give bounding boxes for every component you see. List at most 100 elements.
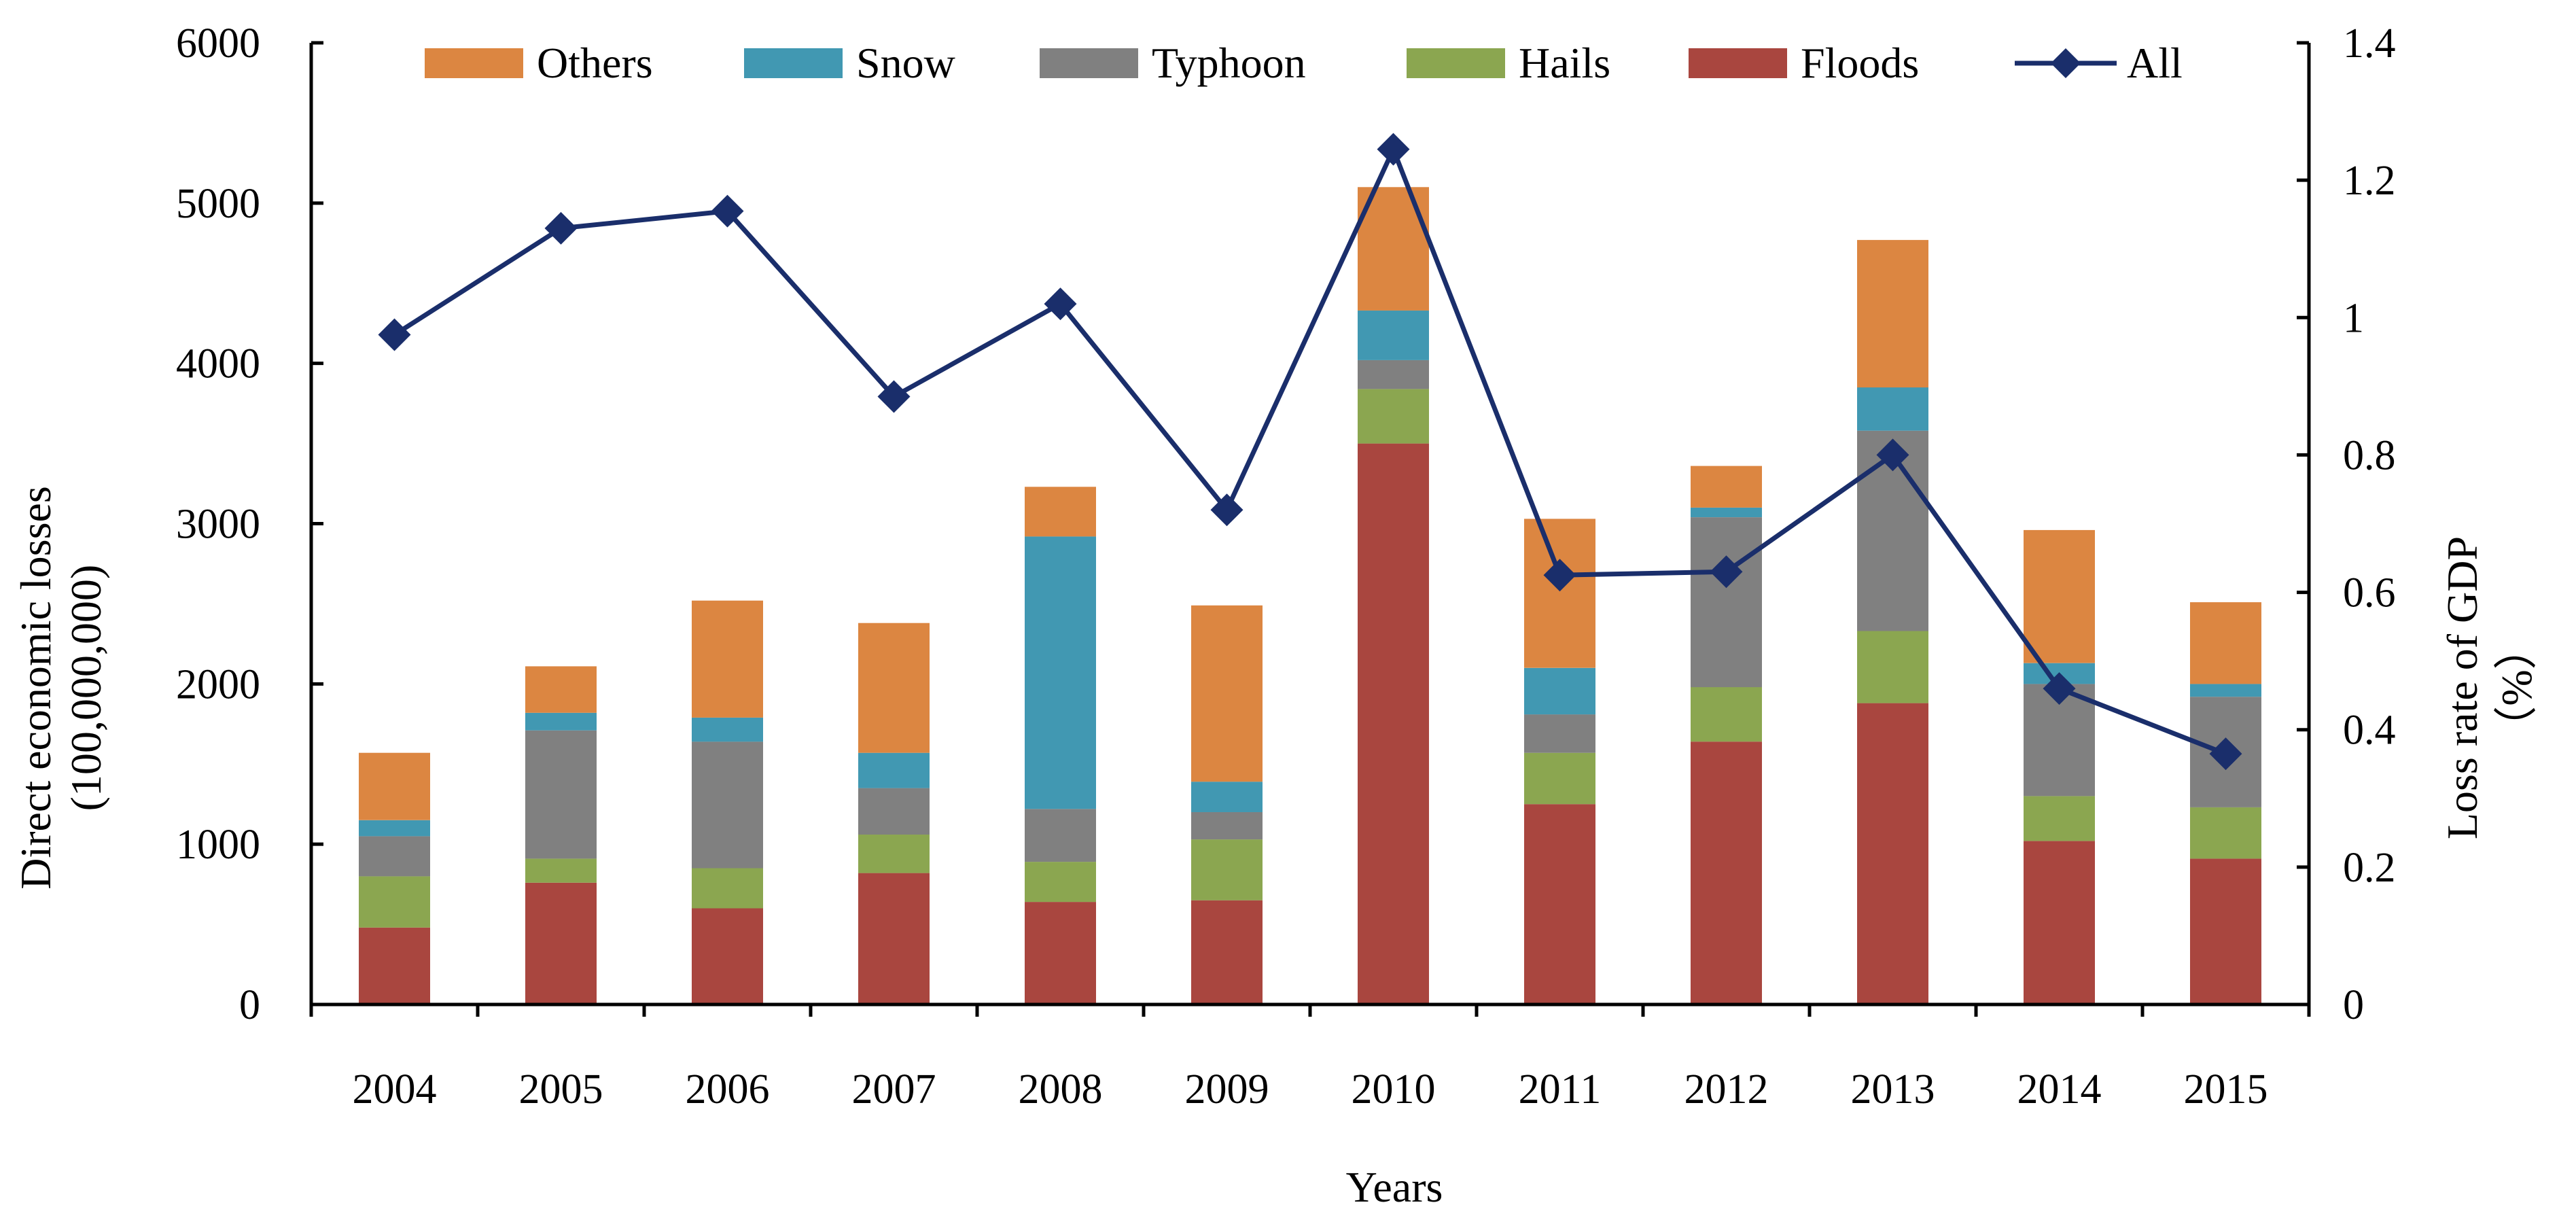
bar-others-2004	[359, 752, 430, 820]
y2-tick-label-0-8: 0.8	[2343, 432, 2396, 478]
marker-all-2007	[877, 380, 911, 413]
bar-others-2008	[1025, 487, 1096, 537]
legend-swatch-typhoon	[1040, 48, 1138, 78]
bar-floods-2010	[1358, 443, 1429, 1004]
x-tick-label-2007: 2007	[852, 1066, 936, 1113]
bar-hails-2012	[1691, 687, 1762, 742]
marker-all-2006	[711, 194, 744, 228]
y2-axis-title-line-1: Loss rate of GDP	[2438, 536, 2486, 839]
y2-tick-label-1-2: 1.2	[2343, 158, 2396, 204]
bar-floods-2013	[1857, 703, 1928, 1004]
marker-all-2014	[2043, 672, 2076, 705]
bar-others-2012	[1691, 466, 1762, 508]
y-tick-label-3000: 3000	[176, 502, 260, 548]
x-tick-label-2006: 2006	[686, 1066, 770, 1113]
y2-tick-label-0-2: 0.2	[2343, 845, 2396, 891]
bar-others-2011	[1524, 519, 1595, 668]
legend-label-others: Others	[537, 39, 653, 87]
bar-typhoon-2011	[1524, 714, 1595, 753]
bar-snow-2004	[359, 820, 430, 837]
bar-floods-2012	[1691, 741, 1762, 1004]
legend-swatch-others	[425, 48, 523, 78]
marker-all-2005	[544, 211, 578, 245]
marker-all-2010	[1377, 133, 1410, 166]
marker-all-2011	[1543, 559, 1576, 592]
marker-all-2013	[1876, 438, 1909, 472]
bar-others-2015	[2190, 602, 2261, 684]
bar-hails-2008	[1025, 862, 1096, 903]
bar-snow-2010	[1358, 310, 1429, 360]
legend-label-floods: Floods	[1801, 39, 1919, 87]
bar-typhoon-2010	[1358, 360, 1429, 389]
y-axis-title-line-2: (100,000,000)	[62, 565, 110, 811]
y-tick-label-2000: 2000	[176, 661, 260, 707]
x-tick-label-2014: 2014	[2017, 1066, 2102, 1113]
y2-tick-label-1: 1	[2343, 295, 2364, 341]
legend-label-hails: Hails	[1519, 39, 1610, 87]
x-tick-label-2008: 2008	[1019, 1066, 1103, 1113]
marker-all-2008	[1044, 287, 1077, 321]
bars-layer	[359, 187, 2261, 1004]
bar-snow-2007	[858, 752, 930, 788]
bar-floods-2007	[858, 873, 930, 1004]
bar-floods-2005	[525, 882, 597, 1004]
marker-all-2009	[1210, 493, 1243, 527]
y-tick-label-0: 0	[239, 982, 260, 1028]
bar-hails-2005	[525, 858, 597, 883]
y2-tick-label-0-6: 0.6	[2343, 570, 2396, 616]
legend-label-snow: Snow	[856, 39, 955, 87]
bar-typhoon-2008	[1025, 809, 1096, 862]
line-all	[393, 147, 2227, 756]
bar-snow-2005	[525, 712, 597, 731]
marker-all-2004	[378, 318, 411, 351]
bar-hails-2013	[1857, 631, 1928, 703]
legend: Others Snow Typhoon Hails Floods All	[425, 39, 2183, 87]
legend-label-all: All	[2127, 39, 2183, 87]
bar-floods-2004	[359, 927, 430, 1004]
bar-floods-2006	[692, 908, 763, 1004]
legend-swatch-snow	[744, 48, 843, 78]
x-tick-label-2011: 2011	[1519, 1066, 1602, 1113]
bar-snow-2012	[1691, 507, 1762, 517]
bar-others-2005	[525, 666, 597, 713]
y2-tick-label-1-4: 1.4	[2343, 20, 2396, 67]
x-tick-label-2005: 2005	[519, 1066, 603, 1113]
bar-hails-2010	[1358, 389, 1429, 444]
bar-hails-2015	[2190, 807, 2261, 859]
y-tick-label-5000: 5000	[176, 181, 260, 227]
y-tick-label-4000: 4000	[176, 341, 260, 387]
y-axis-title-line-1: Direct economic losses	[12, 486, 60, 890]
x-tick-label-2009: 2009	[1185, 1066, 1269, 1113]
marker-all-2012	[1710, 555, 1743, 589]
legend-label-typhoon: Typhoon	[1152, 39, 1306, 87]
bar-typhoon-2005	[525, 730, 597, 859]
bar-hails-2009	[1191, 839, 1263, 900]
y2-axis-title-line-2: （%）	[2492, 626, 2541, 749]
legend-swatch-floods	[1689, 48, 1787, 78]
x-tick-label-2004: 2004	[353, 1066, 437, 1113]
bar-hails-2004	[359, 876, 430, 928]
bar-snow-2008	[1025, 536, 1096, 809]
axis-titles: Years Direct economic losses (100,000,00…	[12, 486, 2541, 1211]
x-axis-title: Years	[1346, 1163, 1443, 1211]
bar-floods-2015	[2190, 858, 2261, 1004]
bar-snow-2011	[1524, 667, 1595, 715]
bar-floods-2008	[1025, 902, 1096, 1004]
bar-others-2007	[858, 623, 930, 753]
bar-typhoon-2012	[1691, 517, 1762, 688]
legend-swatch-hails	[1407, 48, 1505, 78]
y-tick-label-1000: 1000	[176, 822, 260, 868]
bar-typhoon-2007	[858, 788, 930, 835]
bar-others-2006	[692, 600, 763, 718]
bar-snow-2009	[1191, 782, 1263, 812]
bar-snow-2015	[2190, 684, 2261, 697]
bar-typhoon-2004	[359, 836, 430, 877]
bar-hails-2011	[1524, 752, 1595, 805]
bar-floods-2009	[1191, 900, 1263, 1004]
legend-marker-all	[2051, 48, 2081, 78]
bar-typhoon-2009	[1191, 812, 1263, 840]
bar-snow-2006	[692, 717, 763, 742]
bar-hails-2006	[692, 868, 763, 909]
bar-others-2014	[2024, 529, 2095, 663]
x-tick-label-2012: 2012	[1684, 1066, 1769, 1113]
